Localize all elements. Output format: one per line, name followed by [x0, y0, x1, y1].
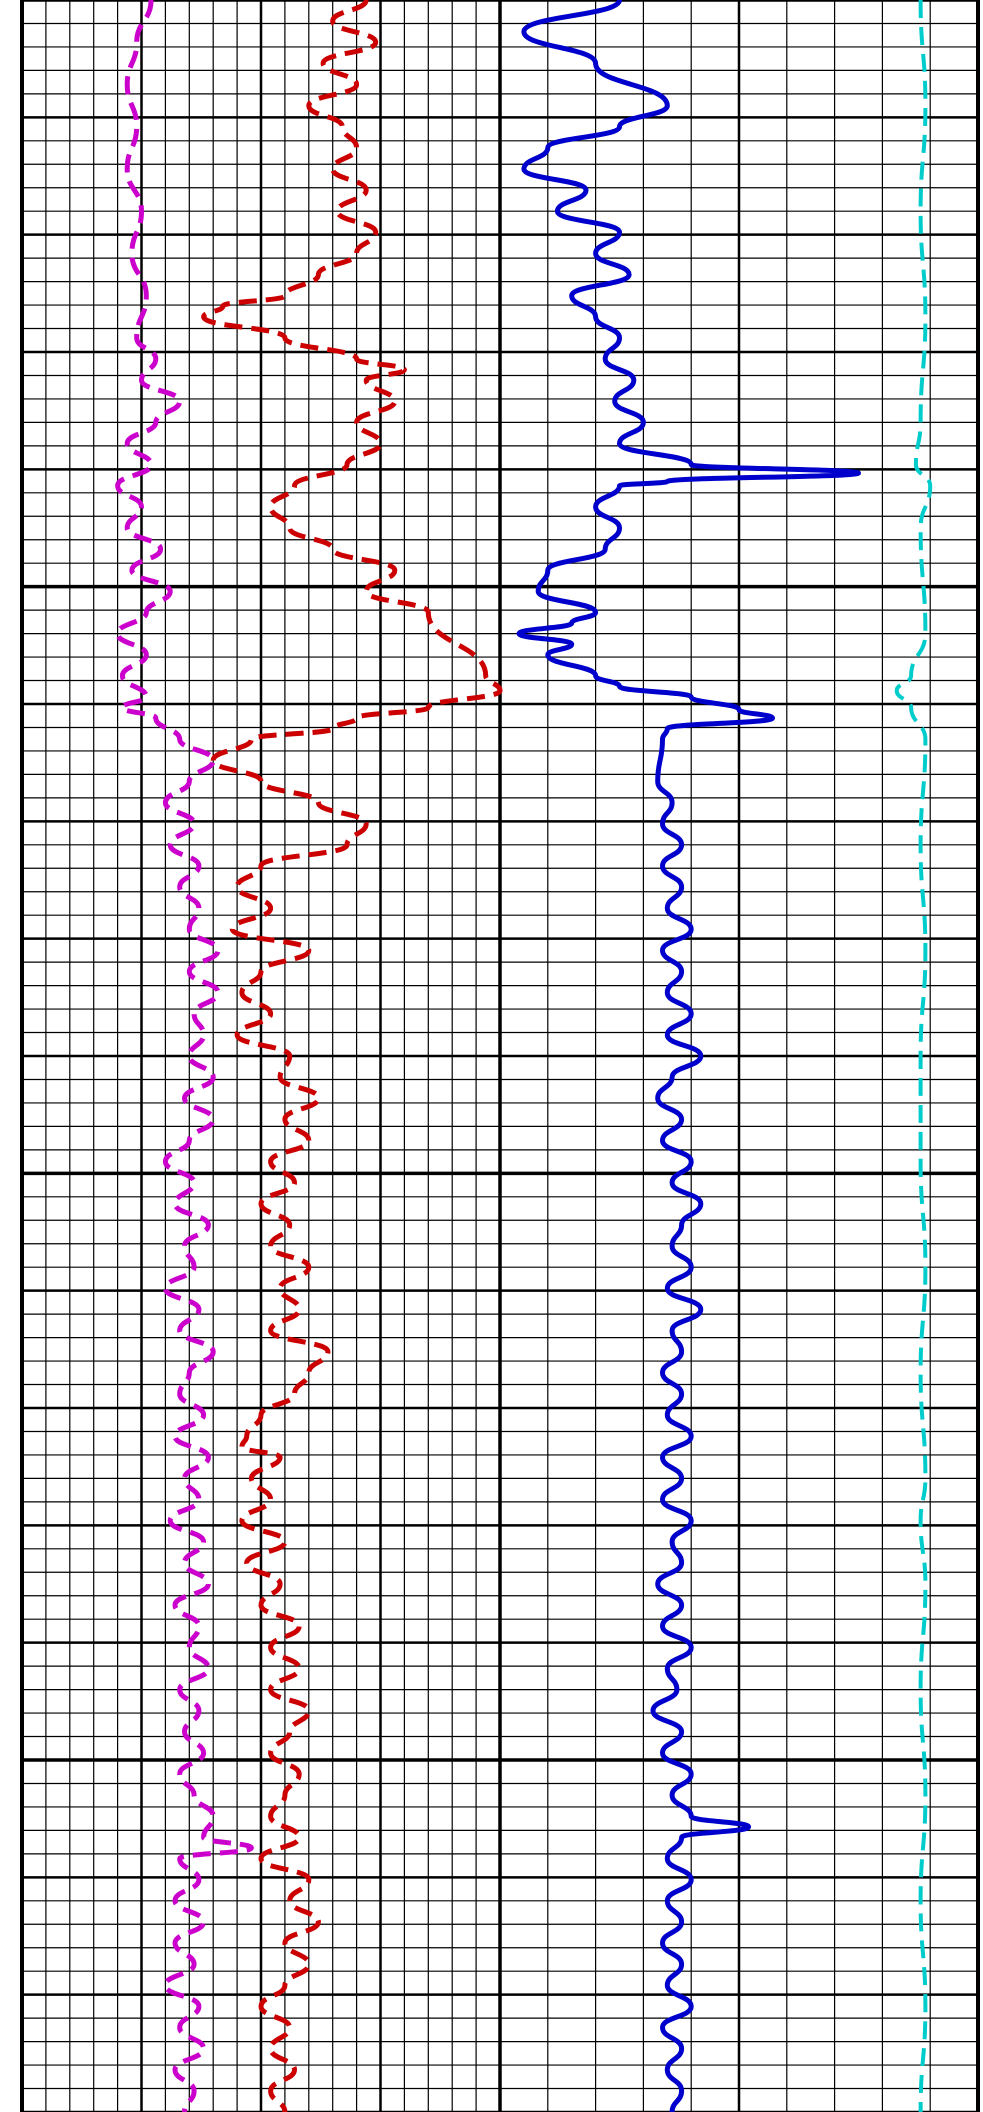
- grid-layer: [20, 0, 980, 2112]
- series-line-2: [201, 0, 503, 2112]
- series-line-1: [115, 0, 254, 2112]
- series-layer: [115, 0, 933, 2112]
- series-line-3: [516, 0, 861, 2112]
